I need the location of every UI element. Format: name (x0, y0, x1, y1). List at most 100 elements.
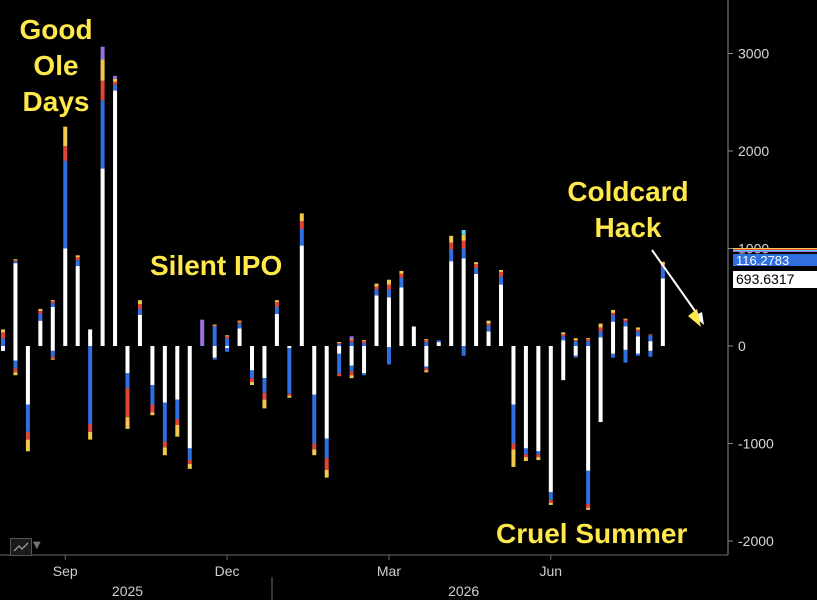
bar-segment-blue (548, 492, 553, 501)
bar-stack (25, 346, 30, 452)
bar-segment-blue (13, 261, 18, 264)
bar-segment-yellow (274, 300, 279, 303)
bar-segment-white (660, 278, 665, 346)
bar-segment-yellow (635, 327, 640, 330)
x-month-label: Mar (377, 563, 401, 579)
bar-segment-white (474, 273, 479, 346)
x-month-label: Sep (53, 563, 78, 579)
bar-segment-red (63, 146, 68, 161)
bar-segment-yellow (573, 338, 578, 341)
bar-segment-red (648, 334, 653, 336)
bar-segment-yellow (162, 447, 167, 456)
bar-segment-white (349, 346, 354, 366)
bar-stack (312, 346, 317, 456)
bar-segment-red (586, 339, 591, 342)
bar-segment-blue (561, 336, 566, 341)
bar-segment-white (250, 346, 254, 371)
bar-segment-yellow (13, 372, 18, 376)
bar-segment-blue (337, 344, 342, 346)
bar-stack (38, 308, 43, 346)
bar-segment-blue (536, 451, 541, 455)
bar-segment-yellow (474, 262, 479, 265)
bar-stack (486, 320, 491, 346)
bar-segment-yellow (449, 235, 454, 243)
bar-segment-blue (287, 347, 292, 394)
bar-stack (274, 300, 279, 346)
last-value-tag-primary: 693.6317 (733, 271, 817, 288)
bar-segment-white (561, 346, 566, 381)
bar-segment-yellow (536, 457, 541, 461)
bar-segment-yellow (424, 339, 429, 341)
bar-segment-red (324, 458, 329, 470)
bar-segment-white (611, 346, 616, 354)
bar-segment-yellow (586, 338, 591, 340)
bar-segment-white (486, 331, 491, 346)
bar-stack (337, 342, 342, 377)
bar-segment-yellow (100, 59, 105, 81)
bar-segment-yellow (312, 449, 317, 456)
annotation-line: Ole (33, 50, 79, 81)
bar-stack (424, 339, 429, 373)
bar-segment-red (88, 424, 93, 432)
bar-segment-blue (573, 355, 578, 358)
bar-segment-white (13, 263, 18, 346)
bar-segment-blue (63, 160, 68, 249)
bar-segment-red (486, 323, 491, 326)
bar-segment-yellow (337, 342, 342, 344)
bar-segment-white (287, 346, 292, 348)
bar-segment-blue (648, 350, 653, 357)
bar-segment-red (523, 454, 528, 458)
bar-stack (200, 319, 205, 346)
bar-segment-yellow (88, 431, 93, 440)
bar-segment-white (611, 321, 616, 346)
bar-segment-blue (50, 303, 55, 307)
bar-stack (436, 340, 441, 346)
bar-segment-yellow (598, 323, 603, 328)
annotation-cruel-summer: Cruel Summer (496, 518, 688, 549)
bar-stack (262, 346, 267, 409)
bar-segment-blue (635, 353, 640, 356)
bar-segment-blue (312, 394, 317, 444)
bar-segment-red (511, 443, 516, 450)
bar-segment-blue (274, 307, 279, 314)
bar-segment-red (175, 419, 180, 425)
bar-segment-white (362, 346, 367, 374)
bar-segment-yellow (250, 382, 254, 385)
bar-segment-blue (113, 84, 118, 91)
bar-segment-red (598, 327, 603, 332)
annotation-arrow (651, 249, 704, 327)
bar-segment-white (237, 328, 242, 346)
bar-segment-blue (424, 342, 429, 346)
bar-segment-red (250, 378, 254, 383)
bar-stack (63, 126, 68, 346)
line-chart-icon[interactable] (10, 538, 32, 556)
bar-segment-white (212, 346, 217, 358)
caret-down-icon[interactable]: ▼ (33, 540, 41, 551)
bar-segment-blue (386, 289, 391, 298)
bar-stack (287, 346, 292, 398)
bar-segment-blue (623, 349, 628, 363)
bar-segment-red (611, 312, 616, 315)
bar-segment-white (635, 346, 640, 354)
bar-segment-white (424, 346, 429, 367)
bar-stack (162, 346, 167, 456)
bar-stack (175, 346, 180, 437)
bar-segment-yellow (13, 259, 18, 261)
bar-segment-yellow (175, 424, 180, 437)
bar-segment-white (137, 314, 142, 346)
bar-stack (561, 332, 566, 381)
bar-segment-yellow (38, 308, 43, 311)
y-tick-label: 3000 (738, 46, 769, 62)
bar-segment-white (573, 346, 578, 356)
bar-stack (374, 283, 379, 346)
bar-segment-white (187, 346, 192, 449)
bar-segment-yellow (50, 358, 55, 360)
bar-segment-yellow (125, 417, 130, 429)
bar-segment-red (586, 503, 591, 508)
bar-stack (386, 279, 391, 365)
bar-stack (150, 346, 155, 416)
bar-segment-purple (349, 336, 354, 340)
bar-segment-white (598, 346, 603, 423)
y-axis: 3000200010000-1000-2000 (727, 0, 774, 555)
